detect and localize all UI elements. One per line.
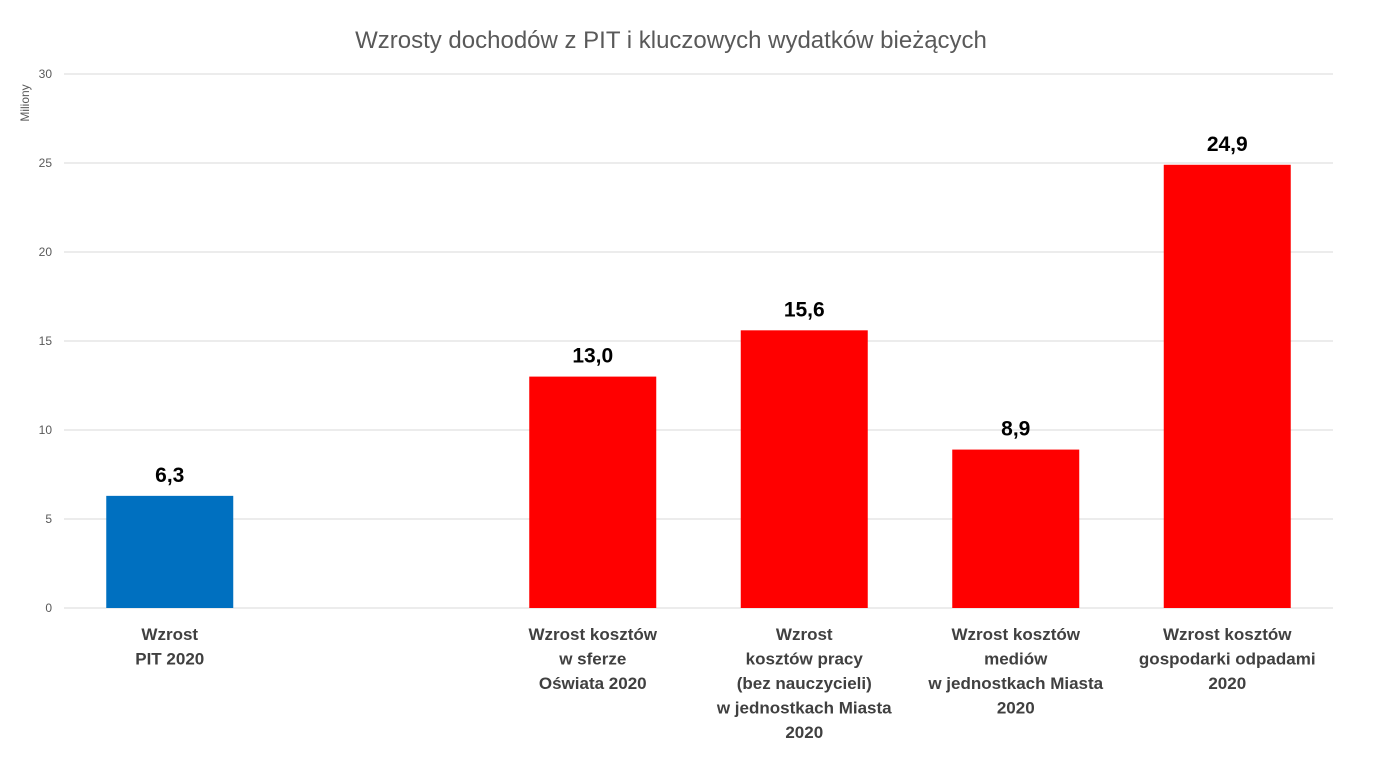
x-tick-label: w jednostkach Miasta [927, 674, 1103, 693]
y-tick-label: 25 [39, 156, 53, 170]
x-tick-label: (bez nauczycieli) [737, 674, 872, 693]
y-axis-ticks: 0 5 10 15 20 25 30 [39, 67, 53, 615]
x-axis-labels: Wzrost PIT 2020 Wzrost kosztów w sferze Oświ… [135, 625, 1315, 742]
y-tick-label: 30 [39, 67, 53, 81]
x-tick-label: 2020 [997, 699, 1035, 718]
x-tick-label: kosztów pracy [746, 650, 864, 669]
bar [952, 449, 1080, 608]
data-label: 15,6 [784, 298, 825, 321]
x-tick-label: Wzrost [776, 625, 833, 644]
y-tick-label: 10 [39, 423, 53, 437]
x-tick-label: w sferze [558, 650, 626, 669]
data-label: 13,0 [572, 345, 613, 368]
x-tick-label: Oświata 2020 [539, 674, 647, 693]
x-tick-label: Wzrost kosztów [1163, 625, 1292, 644]
chart-title: Wzrosty dochodów z PIT i kluczowych wyda… [355, 27, 987, 54]
y-tick-label: 0 [45, 601, 52, 615]
x-tick-label: Wzrost [141, 625, 198, 644]
bar [106, 495, 234, 608]
x-tick-label: 2020 [785, 723, 823, 742]
x-tick-label: 2020 [1208, 674, 1246, 693]
bar [529, 376, 657, 608]
x-tick-label: mediów [984, 650, 1048, 669]
x-tick-label: Wzrost kosztów [952, 625, 1081, 644]
y-tick-label: 15 [39, 334, 53, 348]
x-tick-label: gospodarki odpadami [1139, 650, 1316, 669]
x-tick-label: Wzrost kosztów [529, 625, 658, 644]
x-tick-label: w jednostkach Miasta [716, 699, 892, 718]
bar [1163, 164, 1291, 608]
y-tick-label: 20 [39, 245, 53, 259]
y-tick-label: 5 [45, 512, 52, 526]
data-labels: 6,3 13,0 15,6 8,9 24,9 [155, 133, 1248, 487]
x-tick-label: PIT 2020 [135, 650, 204, 669]
gridlines [64, 73, 1333, 609]
y-axis-label: Miliony [18, 84, 32, 121]
data-label: 6,3 [155, 464, 184, 487]
data-label: 24,9 [1207, 133, 1248, 156]
bars [106, 164, 1291, 608]
bar [740, 330, 868, 608]
data-label: 8,9 [1001, 418, 1030, 441]
